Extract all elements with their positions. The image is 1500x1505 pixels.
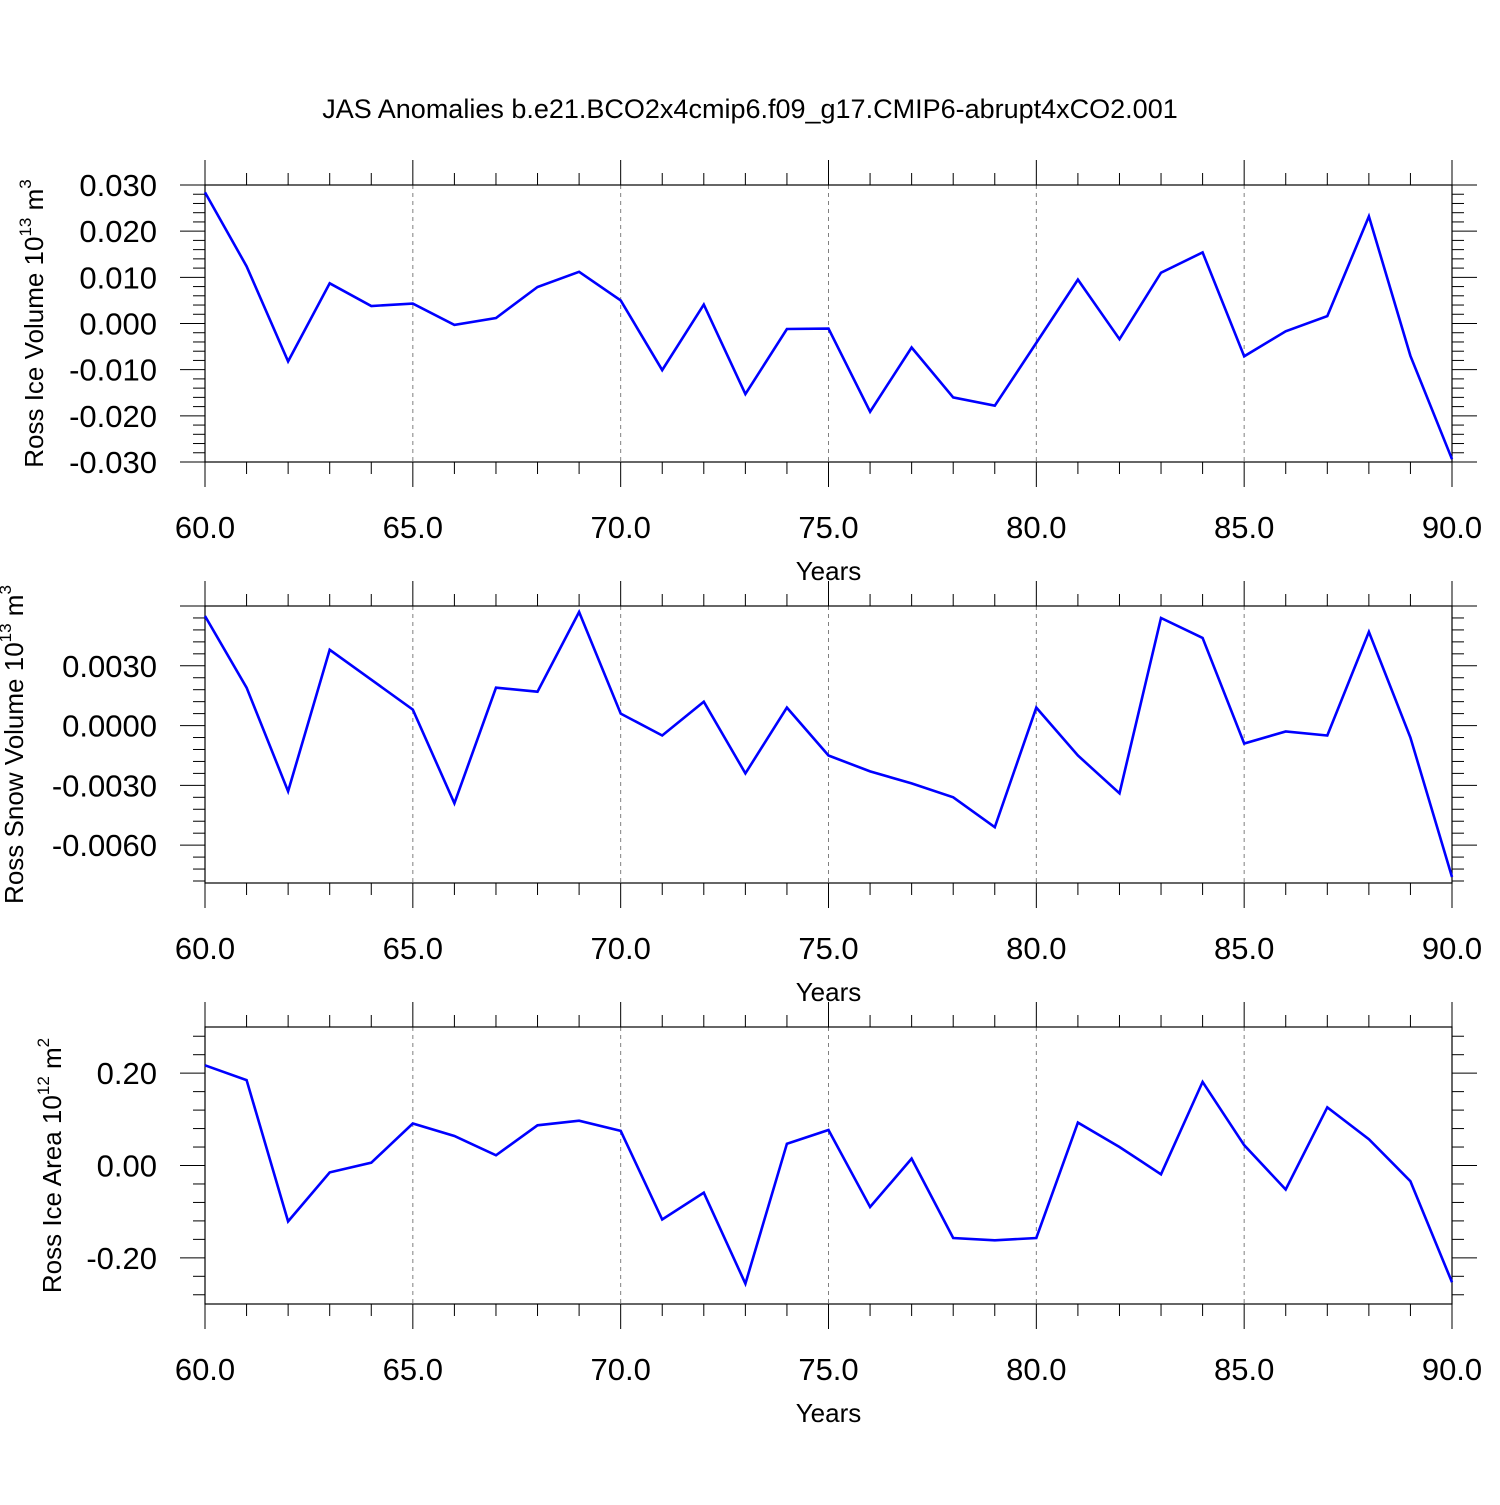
x-tick-label: 80.0: [1006, 1352, 1066, 1387]
series-line: [203, 191, 1454, 460]
x-tick-label: 85.0: [1214, 510, 1274, 545]
x-axis-label: Years: [796, 1398, 862, 1428]
y-axis-label: Ross Snow Volume 1013 m3: [0, 585, 29, 904]
x-tick-label: 70.0: [590, 1352, 650, 1387]
x-tick-label: 60.0: [175, 510, 235, 545]
x-tick-label: 60.0: [175, 931, 235, 966]
y-tick-label: -0.0060: [52, 828, 157, 863]
x-tick-label: 70.0: [590, 510, 650, 545]
chart-panel-3: -0.20 0.00 0.20 60.0 65.0 70.0 75.0 80.0 85.0 90.…: [34, 1002, 1482, 1428]
x-tick-label: 65.0: [383, 510, 443, 545]
y-tick-label: -0.0030: [52, 768, 157, 803]
y-tick-label: 0.030: [79, 168, 157, 203]
y-tick-label: 0.20: [97, 1056, 157, 1091]
x-tick-label: 90.0: [1422, 510, 1482, 545]
x-tick-label: 65.0: [383, 931, 443, 966]
x-tick-label: 80.0: [1006, 931, 1066, 966]
y-tick-label: 0.010: [79, 260, 157, 295]
y-tick-label: -0.020: [69, 399, 157, 434]
x-tick-label: 75.0: [798, 931, 858, 966]
x-tick-label: 75.0: [798, 510, 858, 545]
y-tick-label: 0.00: [97, 1149, 157, 1184]
y-tick-label: 0.0000: [62, 709, 157, 744]
x-tick-label: 85.0: [1214, 1352, 1274, 1387]
figure-title: JAS Anomalies b.e21.BCO2x4cmip6.f09_g17.…: [322, 94, 1178, 124]
y-tick-label: -0.20: [86, 1241, 157, 1276]
y-tick-label: 0.020: [79, 214, 157, 249]
x-tick-label: 90.0: [1422, 1352, 1482, 1387]
chart-panel-2: -0.0060 -0.0030 0.0000 0.0030 60.0 65.0 70.0 75…: [0, 581, 1482, 1007]
y-axis-label: Ross Ice Volume 1013 m3: [16, 179, 49, 468]
series-line: [204, 1064, 1454, 1288]
y-tick-label: 0.000: [79, 307, 157, 342]
y-axis-label: Ross Ice Area 1012 m2: [34, 1038, 67, 1293]
series-line: [203, 608, 1454, 878]
y-tick-label: -0.030: [69, 445, 157, 480]
y-tick-label: 0.0030: [62, 649, 157, 684]
y-tick-label: -0.010: [69, 353, 157, 388]
x-tick-label: 85.0: [1214, 931, 1274, 966]
x-tick-label: 90.0: [1422, 931, 1482, 966]
x-tick-label: 80.0: [1006, 510, 1066, 545]
x-tick-label: 60.0: [175, 1352, 235, 1387]
chart-panel-1: -0.030 -0.020 -0.010 0.000 0.010 0.020 0.030 60…: [16, 160, 1482, 586]
x-tick-label: 65.0: [383, 1352, 443, 1387]
x-tick-label: 70.0: [590, 931, 650, 966]
x-tick-label: 75.0: [798, 1352, 858, 1387]
